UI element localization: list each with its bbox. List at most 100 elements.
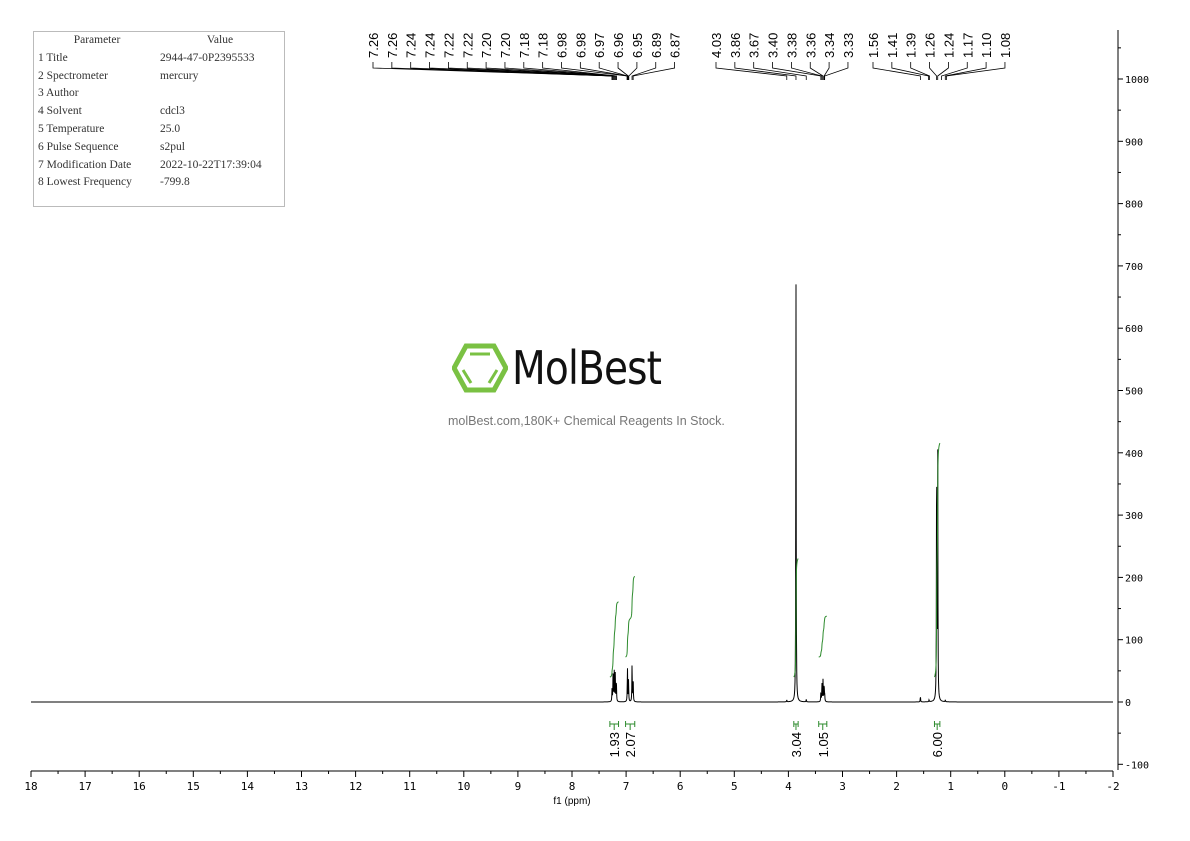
parameter-row: 2 Spectrometer mercury [34,68,284,86]
x-tick-label: 11 [403,780,416,793]
peak-label: 6.95 [630,33,645,58]
peak-label: 3.34 [822,33,837,58]
spectrum-line [31,284,1113,703]
x-tick-label: 10 [457,780,470,793]
y-tick-label: 100 [1125,636,1143,647]
peak-label: 3.67 [747,33,762,58]
peak-label: 3.38 [784,33,799,58]
peak-label-connector [632,62,675,80]
x-tick-label: 7 [623,780,630,793]
parameter-value: cdcl3 [160,105,185,118]
y-tick-label: 700 [1125,262,1143,273]
integral-value: 6.00 [930,732,945,757]
x-tick-label: 15 [187,780,200,793]
x-tick-label: 16 [133,780,146,793]
parameter-value: 2022-10-22T17:39:04 [160,158,262,171]
x-tick-label: 5 [731,780,738,793]
parameter-key: 3 Author [38,87,79,100]
peak-label: 7.24 [404,33,419,58]
peak-label-connector [504,62,616,80]
parameter-key: 5 Temperature [38,122,105,135]
peak-label: 1.26 [923,33,938,58]
parameter-key: 1 Title [38,51,68,64]
integral-value: 3.04 [789,732,804,757]
integral-curve [934,442,941,678]
peak-label: 1.39 [904,33,919,58]
peak-label-connector [628,62,638,80]
parameter-row: 6 Pulse Sequence s2pul [34,139,284,157]
integral-bracket [793,721,799,730]
peak-label: 7.26 [385,33,400,58]
parameter-value: -799.8 [160,176,190,189]
peak-label: 7.22 [460,33,475,58]
y-tick-label: 0 [1125,698,1131,709]
parameter-table-header: Parameter Value [34,32,284,50]
peak-label-connector [542,62,617,80]
integral-bracket [818,721,828,730]
x-tick-label: 18 [24,780,37,793]
peak-label-connector [910,62,931,80]
peak-label-connector [466,62,615,80]
integral-curve [625,575,636,658]
peak-label: 6.98 [573,33,588,58]
peak-label-connector [929,62,938,80]
peak-label: 1.24 [941,33,956,58]
peak-label: 3.36 [803,33,818,58]
parameter-value: s2pul [160,140,185,153]
peak-label-connector [941,62,968,80]
parameter-row: 4 Solvent cdcl3 [34,103,284,121]
parameter-value: 25.0 [160,122,181,135]
peak-label-connector [937,62,949,80]
parameter-row: 7 Modification Date 2022-10-22T17:39:04 [34,157,284,175]
peak-label-connector [617,62,629,80]
integral-curve [818,615,827,658]
parameter-table: Parameter Value 1 Title 2944-47-0P2395533… [33,31,285,207]
peak-label: 7.18 [517,33,532,58]
peak-label-connector [598,62,629,80]
x-tick-label: -2 [1106,780,1119,793]
x-tick-label: 9 [515,780,522,793]
peak-label-connector [631,62,657,80]
x-tick-label: 17 [78,780,91,793]
integral-value: 2.07 [623,732,638,757]
peak-label-connector [429,62,614,80]
header-parameter: Parameter [73,34,121,46]
integral-curve [793,558,799,678]
peak-label: 3.33 [841,33,856,58]
peak-label-connector [715,62,788,80]
y-tick-label: -100 [1125,760,1149,771]
x-tick-label: 4 [785,780,792,793]
peak-label-connector [753,62,807,80]
parameter-row: 5 Temperature 25.0 [34,121,284,139]
peak-label-connector [823,62,830,80]
watermark-tagline: molBest.com,180K+ Chemical Reagents In S… [448,414,725,428]
y-tick-label: 200 [1125,573,1143,584]
y-tick-label: 400 [1125,449,1143,460]
y-tick-label: 500 [1125,387,1143,398]
y-tick-label: 600 [1125,324,1143,335]
peak-label: 1.17 [960,33,975,58]
parameter-key: 8 Lowest Frequency [38,176,132,189]
peak-label: 1.10 [979,33,994,58]
peak-label: 1.56 [866,33,881,58]
peak-label: 7.26 [366,33,381,58]
peak-label: 6.97 [592,33,607,58]
parameter-row: 8 Lowest Frequency -799.8 [34,174,284,192]
x-tick-label: 14 [241,780,255,793]
peak-label: 6.98 [555,33,570,58]
parameter-value: 2944-47-0P2395533 [160,51,255,64]
peak-label-connector [809,62,824,80]
integral-value: 1.05 [816,732,831,757]
x-tick-label: 6 [677,780,684,793]
x-tick-label: 8 [569,780,576,793]
peak-label: 4.03 [709,33,724,58]
x-axis-label: f1 (ppm) [553,796,590,807]
y-tick-label: 800 [1125,200,1143,211]
peak-label: 7.18 [536,33,551,58]
peak-label: 3.40 [766,33,781,58]
peak-label-connector [945,62,1006,80]
molbest-logo: MolBest [452,343,687,393]
x-tick-label: 3 [839,780,846,793]
peak-label-connector [791,62,823,80]
